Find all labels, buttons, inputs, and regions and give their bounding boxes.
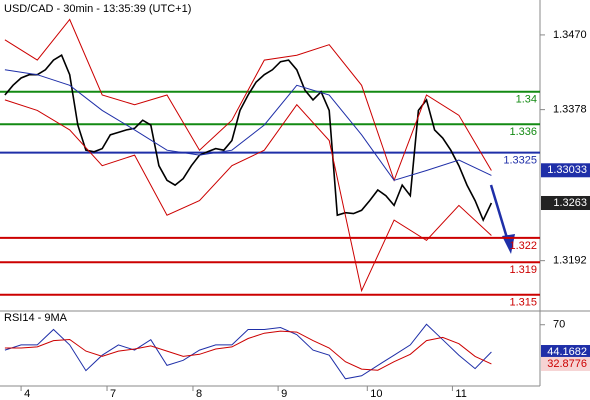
series-line [4, 69, 492, 181]
level-label: 1.322 [509, 240, 537, 252]
series-line [4, 323, 492, 380]
x-tick-label: 9 [281, 388, 287, 400]
level-label: 1.319 [509, 264, 537, 276]
price-marker [541, 345, 590, 360]
price-marker [541, 356, 590, 371]
forecast-arrow [489, 184, 509, 239]
series-line [4, 330, 492, 371]
x-tick-label: 4 [24, 388, 30, 400]
price-marker [541, 163, 590, 178]
y-tick-label: 1.3192 [553, 255, 587, 267]
forecast-arrowhead [502, 234, 515, 254]
series-line [4, 18, 492, 182]
price-marker-label: 1.33033 [547, 164, 587, 176]
x-tick-label: 11 [455, 388, 466, 400]
price-marker [541, 196, 590, 211]
x-tick-label: 8 [196, 388, 202, 400]
price-marker-label: 1.3263 [553, 197, 587, 209]
y-tick-label: 70 [553, 319, 565, 331]
y-tick-label: 1.3378 [553, 104, 587, 116]
level-label: 1.34 [516, 94, 537, 106]
price-marker-label: 32.8776 [547, 358, 587, 370]
rsi-title: RSI14 - 9MA [4, 312, 68, 324]
level-label: 1.336 [509, 126, 537, 138]
level-label: 1.315 [509, 297, 537, 309]
series-line [4, 99, 492, 293]
level-label: 1.3325 [503, 155, 537, 167]
series-line [4, 54, 493, 223]
price-marker-label: 44.1682 [547, 346, 587, 358]
x-tick-label: 7 [110, 388, 116, 400]
x-tick-label: 10 [370, 388, 382, 400]
chart-title: USD/CAD - 30min - 13:35:39 (UTC+1) [4, 3, 191, 15]
y-tick-label: 1.3470 [553, 29, 587, 41]
